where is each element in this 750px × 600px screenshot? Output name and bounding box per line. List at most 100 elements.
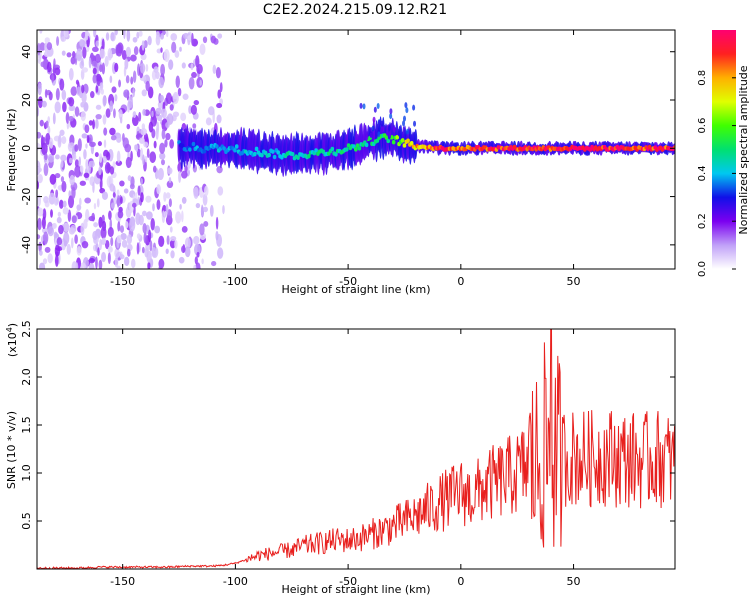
- heatmap-speckle: [403, 115, 407, 122]
- heatmap-speckle: [181, 62, 186, 69]
- heatmap-speckle: [88, 120, 93, 126]
- heatmap-speckle: [110, 135, 117, 141]
- heatmap-speckle: [81, 133, 88, 139]
- heatmap-speckle: [42, 258, 48, 265]
- heatmap-speckle: [93, 222, 99, 228]
- heatmap-speckle: [168, 59, 174, 70]
- heatmap-speckle: [68, 157, 73, 164]
- heatmap-speckle: [85, 143, 88, 149]
- ridge-core: [400, 138, 405, 143]
- spectrogram-y-label: Frequency (Hz): [5, 109, 18, 192]
- heatmap-speckle: [113, 108, 116, 119]
- heatmap-speckle: [413, 120, 417, 127]
- heatmap-speckle: [161, 128, 166, 140]
- heatmap-speckle: [158, 235, 165, 248]
- heatmap-speckle: [56, 237, 63, 246]
- heatmap-speckle: [172, 91, 179, 105]
- heatmap-speckle: [93, 202, 97, 210]
- heatmap-speckle: [60, 160, 64, 168]
- ridge-core: [233, 148, 237, 153]
- heatmap-speckle: [142, 223, 147, 234]
- heatmap-speckle: [39, 42, 46, 51]
- heatmap-speckle: [49, 137, 54, 149]
- heatmap-speckle: [151, 110, 154, 118]
- heatmap-speckle: [146, 250, 152, 263]
- heatmap-speckle: [130, 54, 137, 62]
- heatmap-speckle: [55, 154, 60, 160]
- heatmap-speckle: [76, 48, 83, 62]
- heatmap-speckle: [181, 245, 186, 253]
- heatmap-speckle: [143, 40, 148, 49]
- heatmap-speckle: [48, 91, 53, 101]
- heatmap-speckle: [60, 176, 65, 183]
- heatmap-speckle: [130, 76, 134, 85]
- heatmap-speckle: [152, 203, 155, 212]
- heatmap-speckle: [135, 144, 139, 153]
- ridge-core: [254, 146, 259, 152]
- heatmap-speckle: [85, 159, 88, 170]
- heatmap-speckle: [41, 216, 46, 230]
- heatmap-speckle: [169, 226, 173, 233]
- heatmap-speckle: [101, 191, 109, 200]
- heatmap-speckle: [123, 256, 130, 266]
- heatmap-speckle: [54, 254, 59, 267]
- spectrogram-frame: [36, 29, 676, 270]
- heatmap-speckle: [140, 192, 144, 203]
- heatmap-speckle: [116, 235, 122, 244]
- heatmap-speckle: [68, 227, 76, 235]
- spectrogram-heatmap: [37, 30, 675, 269]
- heatmap-speckle: [159, 33, 165, 40]
- heatmap-speckle: [205, 117, 212, 126]
- heatmap-speckle: [181, 210, 184, 223]
- heatmap-speckle: [72, 153, 77, 161]
- heatmap-speckle: [89, 141, 96, 148]
- heatmap-speckle: [136, 148, 141, 158]
- heatmap-speckle: [47, 153, 55, 163]
- heatmap-speckle: [91, 212, 95, 222]
- heatmap-speckle: [83, 219, 88, 229]
- heatmap-speckle: [43, 51, 51, 58]
- spectrogram-x-label: Height of straight line (km): [281, 283, 430, 296]
- heatmap-speckle: [72, 51, 76, 59]
- heatmap-speckle: [41, 100, 47, 108]
- heatmap-speckle: [152, 165, 157, 173]
- snr-y-tick-label: 1.0: [20, 464, 33, 482]
- spectrogram-x-tick-label: -50: [339, 275, 357, 288]
- heatmap-speckle: [373, 106, 377, 113]
- heatmap-speckle: [79, 39, 84, 47]
- heatmap-speckle: [53, 58, 56, 69]
- heatmap-speckle: [149, 151, 157, 164]
- ridge-core: [391, 140, 396, 145]
- heatmap-speckle: [137, 185, 141, 196]
- heatmap-speckle: [140, 128, 147, 136]
- heatmap-speckle: [136, 233, 141, 240]
- snr-y-tick-label: 1.5: [20, 416, 33, 434]
- heatmap-speckle: [101, 251, 107, 263]
- heatmap-speckle: [56, 36, 60, 47]
- heatmap-speckle: [215, 66, 221, 79]
- heatmap-speckle: [95, 104, 102, 110]
- heatmap-speckle: [66, 52, 72, 58]
- heatmap-speckle: [195, 55, 200, 68]
- heatmap-speckle: [60, 36, 67, 42]
- ridge-core: [276, 150, 281, 155]
- heatmap-speckle: [59, 129, 65, 136]
- heatmap-speckle: [145, 80, 150, 92]
- heatmap-speckle: [71, 237, 74, 249]
- spectrogram-y-ticks: -40 -20 0 20 40: [20, 45, 675, 254]
- heatmap-speckle: [125, 75, 130, 84]
- heatmap-speckle: [216, 114, 222, 124]
- heatmap-speckle: [170, 235, 177, 242]
- heatmap-speckle: [99, 82, 104, 91]
- heatmap-speckle: [93, 30, 97, 38]
- heatmap-speckle: [191, 32, 194, 46]
- heatmap-speckle: [37, 96, 43, 109]
- heatmap-speckle: [61, 89, 67, 101]
- heatmap-speckle: [151, 246, 157, 258]
- heatmap-speckle: [104, 161, 111, 174]
- heatmap-speckle: [159, 142, 166, 154]
- heatmap-speckle: [78, 156, 82, 167]
- heatmap-speckle: [117, 221, 121, 232]
- snr-x-tick-label: -100: [223, 575, 248, 588]
- heatmap-speckle: [193, 100, 200, 106]
